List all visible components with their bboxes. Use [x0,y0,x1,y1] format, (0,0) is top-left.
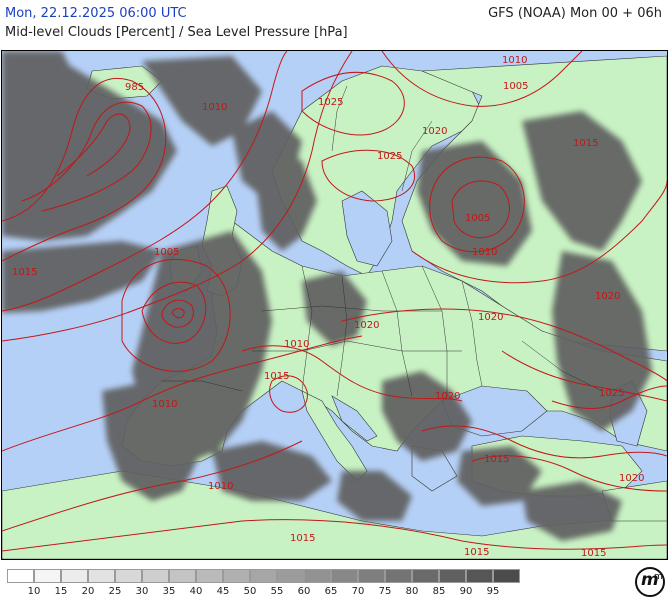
cloud-mediterranean [212,441,332,501]
isobar-label: 1025 [599,388,624,399]
isobar-label: 1020 [619,473,644,484]
cloud-russia-west [417,141,532,266]
isobar-label: 985 [125,82,144,93]
legend-tick-label: 65 [324,586,338,597]
legend-swatch [493,569,520,583]
legend-swatch [7,569,34,583]
isobar-label: 1010 [152,399,177,410]
legend-swatch [412,569,439,583]
isobar-label: 1005 [154,247,179,258]
cloud-kazakh [552,251,652,431]
legend-tick-label: 80 [405,586,419,597]
cloud-egypt [522,481,622,541]
legend-swatch [115,569,142,583]
cloud-turkey [457,446,542,506]
legend-tick-label: 35 [162,586,176,597]
legend-swatch [304,569,331,583]
logo-superscript: m [654,572,663,582]
cloud-cover [2,51,652,541]
legend-tick-label: 50 [243,586,257,597]
legend-swatch [223,569,250,583]
legend-swatch [439,569,466,583]
field-description: Mid-level Clouds [Percent] / Sea Level P… [5,25,348,40]
legend-swatch [169,569,196,583]
isobars [2,51,667,552]
weather-map[interactable]: 985 1010 1025 1010 1005 1020 1025 1015 1… [1,50,668,560]
legend-swatch [331,569,358,583]
cloud-atlantic-north [2,61,177,241]
legend-swatch [88,569,115,583]
isobar-label: 1010 [284,339,309,350]
legend-swatch [358,569,385,583]
cloud-cover-legend: 10 15 20 25 30 35 40 45 50 55 60 65 70 75 80 85 90 95 [7,569,527,599]
legend-swatch [466,569,493,583]
legend-tick-label: 45 [216,586,230,597]
legend-tick-label: 15 [54,586,68,597]
legend-swatch [277,569,304,583]
isobar-label: 1015 [12,267,37,278]
isobar-label: 1015 [484,454,509,465]
isobar-label: 1010 [502,55,527,66]
model-run-label: GFS (NOAA) Mon 00 + 06h [488,6,662,21]
legend-tick-label: 60 [297,586,311,597]
isobar-label: 1020 [354,320,379,331]
isobar-label: 1020 [422,126,447,137]
isobar-label: 1015 [581,548,606,559]
isobar-label: 1015 [290,533,315,544]
cloud-north-sea [232,111,302,201]
cloud-libya [337,471,412,521]
cloud-iceland-sea [2,51,72,91]
legend-tick-label: 75 [378,586,392,597]
isobar-label: 1005 [503,81,528,92]
country-borders [162,85,603,397]
legend-swatch [196,569,223,583]
legend-tick-label: 40 [189,586,203,597]
isobar-label: 1015 [264,371,289,382]
isobar-label: 1015 [464,547,489,558]
meteoblue-logo[interactable]: m m [635,567,665,597]
isobar-label: 1010 [202,102,227,113]
isobar-labels: 985 1010 1025 1010 1005 1020 1025 1015 1… [12,55,644,559]
logo-letter: m [641,570,659,590]
cloud-iberia [102,381,197,501]
legend-tick-label: 25 [108,586,122,597]
isobar-label: 1015 [573,138,598,149]
legend-swatch [61,569,88,583]
legend-tick-label: 70 [351,586,365,597]
legend-tick-label: 20 [81,586,95,597]
legend-swatch [385,569,412,583]
legend-tick-label: 95 [486,586,500,597]
legend-tick-label: 10 [27,586,41,597]
isobar-label: 1025 [318,97,343,108]
cloud-greenland-sea [142,56,262,146]
isobar-label: 1010 [472,247,497,258]
isobar-label: 1020 [595,291,620,302]
legend-swatch [250,569,277,583]
legend-tick-label: 90 [459,586,473,597]
cloud-atlantic-band [2,241,162,313]
date-time-label: Mon, 22.12.2025 06:00 UTC [5,6,187,21]
cloud-poland [302,271,367,346]
legend-tick-label: 85 [432,586,446,597]
adriatic-sea [331,395,378,442]
cloud-russia-east [522,111,642,251]
isobar-label: 1010 [208,481,233,492]
legend-tick-label: 55 [270,586,284,597]
isobar-label: 1020 [478,312,503,323]
legend-swatch [34,569,61,583]
cloud-balkans [382,371,472,461]
baltic-sea [341,190,393,267]
legend-swatch [142,569,169,583]
isobar-label: 1005 [465,213,490,224]
isobar-label: 1025 [377,151,402,162]
legend-tick-label: 30 [135,586,149,597]
isobar-label: 1020 [435,391,460,402]
